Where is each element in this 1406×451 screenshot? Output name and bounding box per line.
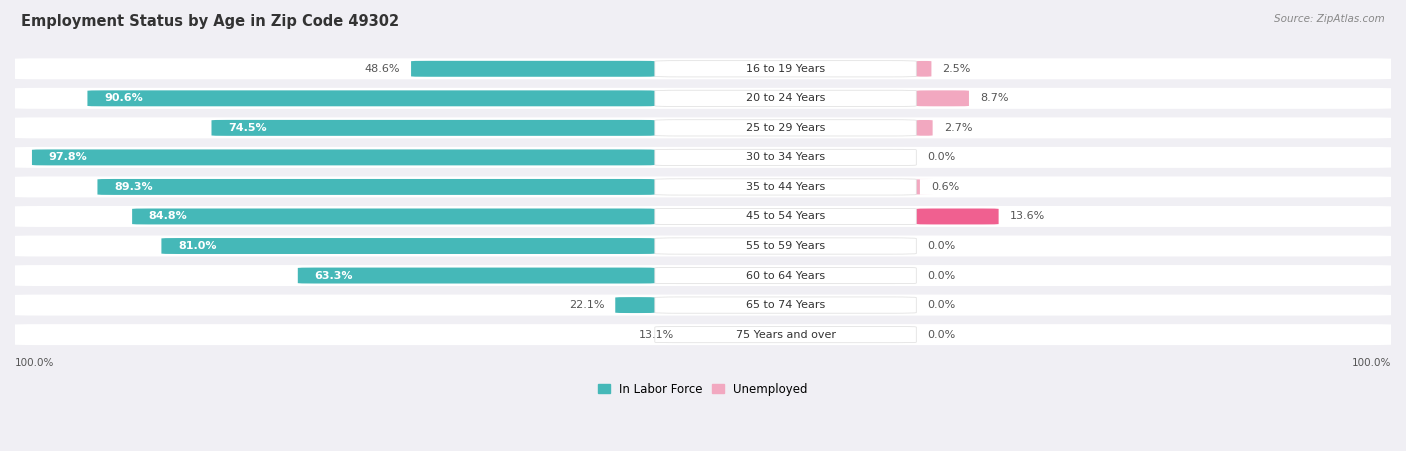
Text: 30 to 34 Years: 30 to 34 Years — [747, 152, 825, 162]
Text: Source: ZipAtlas.com: Source: ZipAtlas.com — [1274, 14, 1385, 23]
FancyBboxPatch shape — [655, 149, 917, 166]
Text: 55 to 59 Years: 55 to 59 Years — [747, 241, 825, 251]
FancyBboxPatch shape — [917, 208, 998, 225]
FancyBboxPatch shape — [917, 90, 969, 106]
FancyBboxPatch shape — [411, 61, 655, 77]
Text: 84.8%: 84.8% — [149, 212, 187, 221]
Legend: In Labor Force, Unemployed: In Labor Force, Unemployed — [593, 378, 813, 400]
Text: 25 to 29 Years: 25 to 29 Years — [745, 123, 825, 133]
FancyBboxPatch shape — [904, 179, 932, 195]
FancyBboxPatch shape — [655, 208, 917, 225]
FancyBboxPatch shape — [32, 149, 655, 166]
Text: Employment Status by Age in Zip Code 49302: Employment Status by Age in Zip Code 493… — [21, 14, 399, 28]
FancyBboxPatch shape — [8, 117, 1398, 138]
Text: 0.0%: 0.0% — [928, 300, 956, 310]
Text: 89.3%: 89.3% — [114, 182, 153, 192]
Text: 16 to 19 Years: 16 to 19 Years — [747, 64, 825, 74]
Text: 100.0%: 100.0% — [15, 358, 55, 368]
Text: 2.7%: 2.7% — [943, 123, 972, 133]
Text: 13.6%: 13.6% — [1010, 212, 1045, 221]
Text: 48.6%: 48.6% — [364, 64, 401, 74]
Text: 100.0%: 100.0% — [1351, 358, 1391, 368]
FancyBboxPatch shape — [616, 297, 655, 313]
FancyBboxPatch shape — [8, 88, 1398, 109]
FancyBboxPatch shape — [655, 267, 917, 284]
FancyBboxPatch shape — [8, 324, 1398, 345]
Text: 0.0%: 0.0% — [928, 152, 956, 162]
Text: 35 to 44 Years: 35 to 44 Years — [747, 182, 825, 192]
FancyBboxPatch shape — [655, 179, 917, 195]
FancyBboxPatch shape — [655, 238, 917, 254]
FancyBboxPatch shape — [655, 120, 917, 136]
FancyBboxPatch shape — [655, 297, 917, 313]
Text: 8.7%: 8.7% — [980, 93, 1008, 103]
FancyBboxPatch shape — [8, 176, 1398, 198]
Text: 45 to 54 Years: 45 to 54 Years — [747, 212, 825, 221]
FancyBboxPatch shape — [8, 265, 1398, 286]
Text: 20 to 24 Years: 20 to 24 Years — [745, 93, 825, 103]
Text: 0.0%: 0.0% — [928, 330, 956, 340]
FancyBboxPatch shape — [8, 58, 1398, 79]
FancyBboxPatch shape — [915, 61, 932, 77]
Text: 22.1%: 22.1% — [569, 300, 605, 310]
Text: 0.0%: 0.0% — [928, 241, 956, 251]
Text: 90.6%: 90.6% — [104, 93, 142, 103]
FancyBboxPatch shape — [655, 61, 917, 77]
FancyBboxPatch shape — [298, 267, 655, 284]
FancyBboxPatch shape — [655, 327, 917, 343]
FancyBboxPatch shape — [8, 147, 1398, 168]
Text: 63.3%: 63.3% — [315, 271, 353, 281]
FancyBboxPatch shape — [8, 295, 1398, 316]
FancyBboxPatch shape — [917, 120, 932, 136]
FancyBboxPatch shape — [8, 235, 1398, 257]
Text: 65 to 74 Years: 65 to 74 Years — [747, 300, 825, 310]
FancyBboxPatch shape — [97, 179, 655, 195]
FancyBboxPatch shape — [211, 120, 655, 136]
Text: 60 to 64 Years: 60 to 64 Years — [747, 271, 825, 281]
Text: 2.5%: 2.5% — [942, 64, 970, 74]
FancyBboxPatch shape — [162, 238, 655, 254]
FancyBboxPatch shape — [8, 206, 1398, 227]
Text: 97.8%: 97.8% — [48, 152, 87, 162]
Text: 0.6%: 0.6% — [931, 182, 959, 192]
FancyBboxPatch shape — [655, 90, 917, 106]
FancyBboxPatch shape — [132, 208, 655, 225]
FancyBboxPatch shape — [87, 90, 655, 106]
Text: 13.1%: 13.1% — [638, 330, 673, 340]
Text: 74.5%: 74.5% — [228, 123, 267, 133]
Text: 75 Years and over: 75 Years and over — [735, 330, 835, 340]
Text: 0.0%: 0.0% — [928, 271, 956, 281]
Text: 81.0%: 81.0% — [179, 241, 217, 251]
